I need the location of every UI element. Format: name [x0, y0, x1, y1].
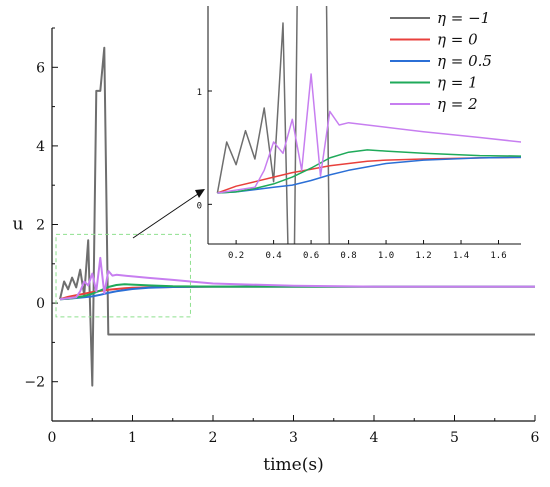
inset-x-tick-label: 0.6 [303, 251, 319, 261]
y-tick-label: −2 [24, 375, 45, 391]
x-tick-label: 0 [48, 430, 57, 446]
legend-label-1: η = 0 [437, 31, 478, 49]
x-axis-title: time(s) [263, 455, 323, 475]
inset-series-line-3 [217, 149, 521, 194]
inset-series-line-4 [217, 73, 521, 194]
inset-x-tick-label: 1.6 [490, 251, 506, 261]
y-tick-label: 6 [36, 60, 45, 76]
y-tick-label: 4 [36, 139, 45, 155]
inset-y-tick-label: 1 [197, 88, 202, 98]
legend-label-2: η = 0.5 [437, 52, 492, 70]
inset-x-tick-label: 1.4 [453, 251, 469, 261]
x-tick-label: 3 [289, 430, 298, 446]
x-tick-label: 1 [128, 430, 137, 446]
zoom-arrow-line [132, 193, 199, 239]
zoom-region-box [55, 233, 191, 318]
inset-x-tick-label: 1.2 [415, 251, 431, 261]
legend-label-3: η = 1 [437, 74, 478, 92]
series-line-0 [59, 46, 535, 387]
inset-series-line-2 [217, 156, 521, 194]
legend-label-0: η = −1 [437, 9, 490, 27]
inset-x-tick-label: 0.4 [265, 251, 281, 261]
y-tick-label: 2 [36, 218, 45, 234]
x-tick-label: 4 [370, 430, 379, 446]
inset-x-tick-label: 1.0 [378, 251, 394, 261]
inset-x-tick-label: 0.2 [228, 251, 244, 261]
x-tick-label: 5 [450, 430, 459, 446]
x-tick-label: 2 [209, 430, 218, 446]
inset-y-tick-label: 0 [197, 201, 202, 211]
y-axis-title: u [13, 215, 24, 235]
inset-series-line-0 [216, 6, 330, 244]
series-line-4 [59, 256, 535, 301]
x-tick-label: 6 [531, 430, 540, 446]
y-tick-label: 0 [36, 296, 45, 312]
zoom-arrow-head [195, 189, 205, 198]
inset-series-line-1 [217, 156, 521, 194]
series-line-2 [59, 285, 535, 301]
inset-x-tick-label: 0.8 [340, 251, 356, 261]
legend-label-4: η = 2 [437, 95, 478, 113]
